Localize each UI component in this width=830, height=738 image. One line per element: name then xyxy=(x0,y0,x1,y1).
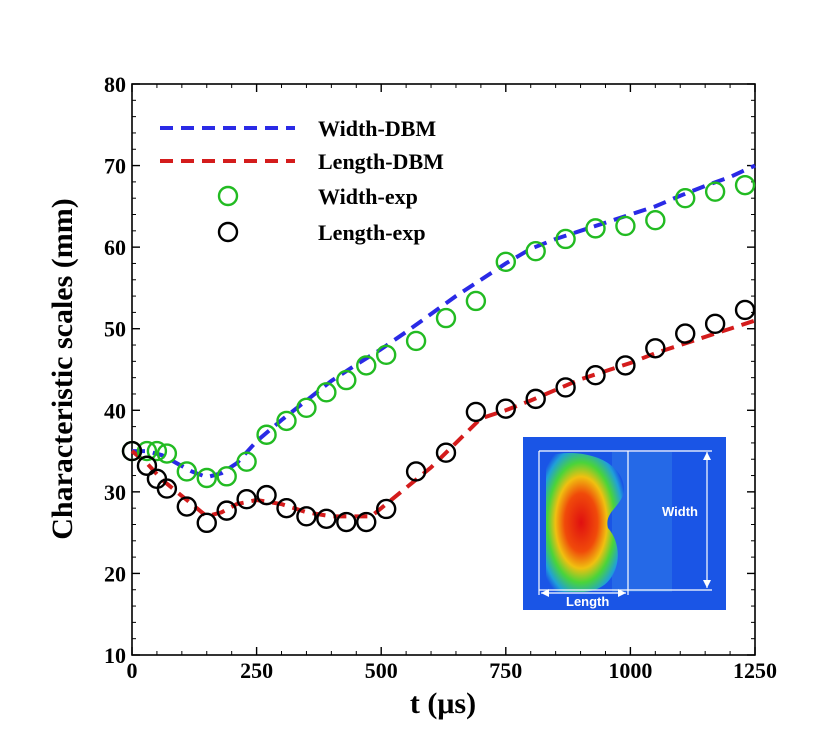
y-tick-label: 40 xyxy=(104,398,126,423)
point-width-exp xyxy=(555,228,576,250)
point-length-exp xyxy=(196,512,217,534)
point-width-exp xyxy=(136,440,158,462)
point-length-exp xyxy=(525,388,546,410)
point-width-exp xyxy=(704,181,726,202)
point-length-exp xyxy=(495,398,516,419)
x-tick-label: 1000 xyxy=(608,658,652,683)
point-width-exp xyxy=(256,424,277,445)
y-axis-title: Characteristic scales (mm) xyxy=(46,198,79,540)
legend-label-width-exp: Width-exp xyxy=(318,184,418,209)
point-width-exp xyxy=(146,440,168,462)
point-width-exp xyxy=(435,307,457,329)
y-tick-label: 30 xyxy=(104,480,126,505)
inset-width-label: Width xyxy=(662,504,698,519)
y-tick-label: 80 xyxy=(104,72,126,97)
x-tick-label: 0 xyxy=(127,658,138,683)
x-axis-title: t (μs) xyxy=(410,687,476,720)
point-length-exp xyxy=(316,508,337,529)
point-length-exp xyxy=(121,440,143,462)
point-length-exp xyxy=(435,442,457,463)
point-width-exp xyxy=(585,218,606,239)
point-width-exp xyxy=(316,382,337,403)
legend-swatch-length-exp xyxy=(217,221,239,243)
point-length-exp xyxy=(216,500,237,521)
point-width-exp xyxy=(336,369,357,391)
inset-width-arrowhead-top xyxy=(703,452,711,460)
point-width-exp xyxy=(465,290,487,312)
legend-label-width-dbm: Width-DBM xyxy=(318,116,436,141)
inset-length-arrowhead-right xyxy=(618,589,626,597)
point-length-exp xyxy=(405,461,427,482)
y-tick-label: 70 xyxy=(104,154,126,179)
y-tick-label: 20 xyxy=(104,561,126,586)
point-width-exp xyxy=(675,187,696,209)
point-length-exp xyxy=(675,323,696,344)
point-length-exp xyxy=(645,338,666,359)
point-length-exp xyxy=(615,355,636,376)
point-width-exp xyxy=(495,251,516,273)
y-tick-label: 10 xyxy=(104,643,126,668)
legend-swatch-width-exp xyxy=(217,185,239,207)
point-length-exp xyxy=(276,497,297,519)
point-width-exp xyxy=(615,215,636,237)
point-length-exp xyxy=(136,455,158,476)
point-width-exp xyxy=(356,355,377,376)
point-width-exp xyxy=(156,443,178,464)
point-length-exp xyxy=(465,401,487,423)
point-length-exp xyxy=(375,498,397,520)
point-width-exp xyxy=(296,397,317,419)
point-width-exp xyxy=(236,451,257,472)
y-tick-label: 60 xyxy=(104,235,126,260)
point-length-exp xyxy=(256,484,277,506)
series-line-width-dbm xyxy=(132,163,756,480)
x-tick-label: 1250 xyxy=(733,658,777,683)
point-length-exp xyxy=(296,506,317,527)
point-length-exp xyxy=(585,365,606,386)
point-length-exp xyxy=(336,511,357,533)
point-width-exp xyxy=(216,466,237,487)
x-tick-label: 750 xyxy=(489,658,522,683)
point-length-exp xyxy=(356,511,377,533)
point-width-exp xyxy=(734,174,756,196)
point-length-exp xyxy=(236,488,257,510)
legend-label-length-dbm: Length-DBM xyxy=(318,149,444,174)
x-axis: 0 250 500 750 1000 1250 xyxy=(127,84,777,683)
x-tick-label: 500 xyxy=(365,658,398,683)
point-width-exp xyxy=(375,344,397,366)
point-width-exp xyxy=(405,330,427,352)
inset-length-arrowhead-left xyxy=(541,589,549,597)
inset-image: Width Length xyxy=(523,437,726,610)
x-tick-label: 250 xyxy=(240,658,273,683)
point-width-exp xyxy=(525,241,546,262)
point-length-exp xyxy=(555,377,576,398)
series-layer xyxy=(121,163,756,534)
point-width-exp xyxy=(176,461,198,482)
legend-label-length-exp: Length-exp xyxy=(318,220,426,245)
point-width-exp xyxy=(276,410,297,432)
legend: Width-DBM Length-DBM Width-exp Length-exp xyxy=(160,116,444,245)
point-width-exp xyxy=(645,210,666,231)
point-length-exp xyxy=(176,496,198,517)
inset-width-arrowhead-bottom xyxy=(703,580,711,588)
point-width-exp xyxy=(196,467,217,489)
y-tick-label: 50 xyxy=(104,317,126,342)
inset-length-label: Length xyxy=(566,594,609,609)
point-length-exp xyxy=(734,299,756,321)
inset-blob xyxy=(546,453,625,592)
point-length-exp xyxy=(156,478,178,499)
inset-glow xyxy=(612,452,672,592)
point-length-exp xyxy=(704,313,726,335)
